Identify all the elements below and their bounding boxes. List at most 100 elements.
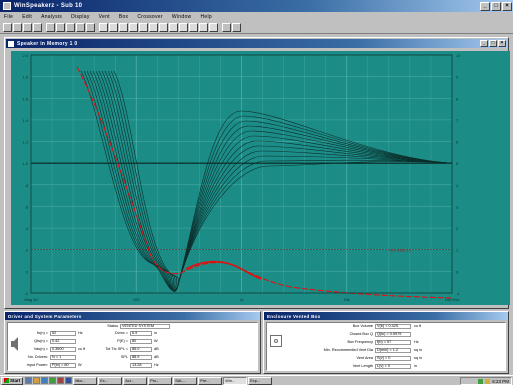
save-icon[interactable] bbox=[23, 22, 32, 32]
doc-minimize-button[interactable]: _ bbox=[480, 40, 488, 47]
start-label: Start bbox=[10, 378, 21, 383]
quicklaunch-ie-icon[interactable] bbox=[41, 377, 49, 384]
analysis-tool-8-icon[interactable] bbox=[169, 22, 178, 32]
param-value-field-2[interactable]: 86.0 bbox=[130, 347, 152, 352]
cut-icon[interactable] bbox=[46, 22, 55, 32]
taskbar-task-button[interactable]: SAL... bbox=[173, 376, 198, 385]
menu-display[interactable]: Display bbox=[71, 13, 90, 20]
vent-ratio-label: Vent Ratio 1.0 bbox=[389, 249, 411, 253]
open-folder-icon[interactable] bbox=[13, 22, 22, 32]
graph-icon[interactable] bbox=[86, 22, 95, 32]
paste-icon[interactable] bbox=[66, 22, 75, 32]
param-value-field-2[interactable]: 13.28 bbox=[130, 363, 152, 368]
menu-crossover[interactable]: Crossover bbox=[137, 13, 163, 20]
box-panel-body: Box Volume V(b) = 0.425 cu ft Closed Box… bbox=[266, 322, 506, 371]
doc-close-button[interactable]: × bbox=[498, 40, 506, 47]
menu-vent[interactable]: Vent bbox=[98, 13, 110, 20]
quicklaunch-app3-icon[interactable] bbox=[65, 377, 73, 384]
highlighted-curve bbox=[76, 66, 453, 299]
y-tick-label-right: 5 bbox=[456, 161, 459, 166]
taskbar-task-button[interactable]: Pro... bbox=[148, 376, 173, 385]
enclosure-icon bbox=[270, 335, 282, 347]
param-value-field[interactable]: P(in) = 80 bbox=[50, 363, 76, 368]
tray-network-icon[interactable] bbox=[478, 378, 484, 384]
taskbar-task-button[interactable]: Ex... bbox=[98, 376, 123, 385]
param-unit-2: in bbox=[154, 331, 157, 335]
taskbar-task-button[interactable]: Acr... bbox=[123, 376, 148, 385]
menu-window[interactable]: Window bbox=[171, 13, 192, 20]
box-param-value-field[interactable]: D(min) = 1.2 bbox=[375, 348, 411, 353]
box-param-value-field[interactable]: f(b) = 57 bbox=[375, 340, 411, 345]
quicklaunch-app-icon[interactable] bbox=[49, 377, 57, 384]
analysis-tool-4-icon[interactable] bbox=[129, 22, 138, 32]
box-param-value-field[interactable]: L(v) = 0 bbox=[375, 364, 411, 369]
param-value-field[interactable]: N = 1 bbox=[50, 355, 76, 360]
doc-maximize-button[interactable]: □ bbox=[489, 40, 497, 47]
window-title: WinSpeakerz - Sub 10 bbox=[14, 3, 83, 9]
box-param-row: Box Volume V(b) = 0.425 cu ft bbox=[267, 324, 509, 330]
menu-analysis[interactable]: Analysis bbox=[41, 13, 63, 20]
param-value-field-2[interactable]: 88.9 bbox=[130, 355, 152, 360]
y-tick-label-right: -1 bbox=[456, 291, 460, 296]
analysis-tool-11-icon[interactable] bbox=[199, 22, 208, 32]
copy-icon[interactable] bbox=[56, 22, 65, 32]
analysis-tool-3-icon[interactable] bbox=[119, 22, 128, 32]
help-icon[interactable] bbox=[232, 22, 241, 32]
driver-panel-title: Driver and System Parameters bbox=[5, 312, 260, 320]
highlighted-curve-peak bbox=[185, 260, 262, 280]
analysis-tool-7-icon[interactable] bbox=[159, 22, 168, 32]
close-button[interactable]: × bbox=[502, 1, 512, 11]
analysis-tool-5-icon[interactable] bbox=[139, 22, 148, 32]
clock: 6:23 PM bbox=[492, 378, 509, 384]
analysis-tool-2-icon[interactable] bbox=[109, 22, 118, 32]
param-value-field-2[interactable]: 6.9 bbox=[130, 331, 152, 336]
driver-param-row: Input Power: P(in) = 80 W 13.28 Hz bbox=[8, 363, 261, 369]
param-value-field-2[interactable]: 80 bbox=[130, 339, 152, 344]
y-tick-label: 0 bbox=[26, 269, 29, 274]
undo-icon[interactable] bbox=[76, 22, 85, 32]
menu-help[interactable]: Help bbox=[200, 13, 212, 20]
minimize-button[interactable]: _ bbox=[480, 1, 490, 11]
param-unit: W bbox=[78, 363, 82, 367]
box-param-value-field[interactable]: S(v) = 0 bbox=[375, 356, 411, 361]
quicklaunch-explorer-icon[interactable] bbox=[33, 377, 41, 384]
y-tick-label: -.2 bbox=[23, 291, 28, 296]
box-param-row: Closed Box Q Q(tc) = 0.5979 bbox=[267, 332, 509, 338]
system-tray: 6:23 PM bbox=[460, 377, 512, 385]
param-unit-2: dB bbox=[154, 355, 159, 359]
zoom-icon[interactable] bbox=[222, 22, 231, 32]
menu-edit[interactable]: Edit bbox=[22, 13, 33, 20]
taskbar-task-button[interactable]: Pre... bbox=[198, 376, 223, 385]
new-file-icon[interactable] bbox=[3, 22, 12, 32]
param-value-field[interactable]: 0.3600 bbox=[50, 347, 76, 352]
menu-box[interactable]: Box bbox=[118, 13, 129, 20]
response-chart[interactable]: 2.0 101.8 91.6 81.4 71.2 61.0 5.8 4.6 3.4 2.2 10 0-… bbox=[11, 51, 510, 305]
taskbar-task-button[interactable]: Micr... bbox=[73, 376, 98, 385]
print-icon[interactable] bbox=[33, 22, 42, 32]
param-value-field[interactable]: 52 bbox=[50, 331, 76, 336]
param-value-field[interactable]: 0.42 bbox=[50, 339, 76, 344]
analysis-tool-9-icon[interactable] bbox=[179, 22, 188, 32]
taskbar-task-button[interactable]: Exp... bbox=[248, 376, 273, 385]
analysis-tool-10-icon[interactable] bbox=[189, 22, 198, 32]
box-param-value-field[interactable]: V(b) = 0.425 bbox=[375, 324, 411, 329]
param-label: Input Power: bbox=[26, 363, 48, 367]
quicklaunch-app2-icon[interactable] bbox=[57, 377, 65, 384]
maximize-button[interactable]: □ bbox=[491, 1, 501, 11]
tray-volume-icon[interactable] bbox=[485, 378, 491, 384]
taskbar-task-button[interactable]: Win... bbox=[223, 376, 248, 385]
box-param-row: Min. Recommended Vent Dia D(min) = 1.2 s… bbox=[267, 348, 509, 354]
y-tick-label: 1.2 bbox=[22, 140, 28, 145]
x-tick-label: 1k bbox=[239, 297, 243, 302]
analysis-tool-6-icon[interactable] bbox=[149, 22, 158, 32]
menu-file[interactable]: File bbox=[4, 13, 14, 20]
y-tick-label-right: 4 bbox=[456, 183, 459, 188]
start-button[interactable]: Start bbox=[1, 376, 24, 385]
analysis-tool-12-icon[interactable] bbox=[209, 22, 218, 32]
box-param-value-field[interactable]: Q(tc) = 0.5979 bbox=[375, 332, 411, 337]
analysis-tool-1-icon[interactable] bbox=[99, 22, 108, 32]
quicklaunch-desktop-icon[interactable] bbox=[25, 377, 33, 384]
y-tick-label-right: 1 bbox=[456, 248, 459, 253]
document-window: Speaker in Memory 1 0 _ □ × 2.0 10 1.8 9 1.6… bbox=[4, 37, 510, 309]
chart-background bbox=[11, 51, 510, 305]
